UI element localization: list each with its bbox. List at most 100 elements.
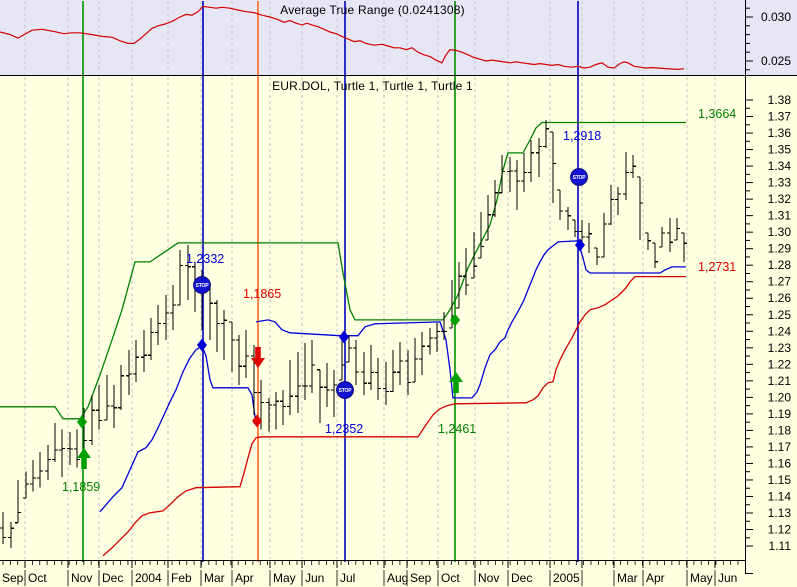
price-bar [681, 232, 687, 262]
price-bar [652, 242, 658, 268]
price-bar [185, 244, 191, 300]
buy-arrow-icon [77, 448, 91, 469]
price-bar [405, 349, 411, 395]
price-axis-label: 1.29 [768, 242, 792, 256]
price-axis-label: 1.36 [768, 126, 792, 140]
price-bar [133, 339, 139, 382]
price-bar [383, 361, 389, 405]
x-axis-label: Sep [410, 571, 432, 585]
price-bar [397, 341, 403, 385]
diamond-marker [339, 330, 349, 344]
price-axis-label: 1.30 [768, 225, 792, 239]
price-bar [236, 334, 242, 385]
x-axis-label: Sep [2, 571, 24, 585]
price-annotation: 1,2461 [438, 422, 476, 436]
price-bar [229, 321, 235, 372]
price-bar [390, 349, 396, 392]
price-bar [353, 339, 359, 385]
price-bar [594, 247, 600, 265]
price-bar [543, 119, 549, 148]
upper-channel-line [0, 121, 686, 420]
stop-sign-icon [336, 381, 354, 399]
price-bar [243, 329, 249, 378]
price-bar [536, 137, 542, 177]
x-axis-label: 2005 [553, 571, 580, 585]
price-bar [163, 294, 169, 340]
price-axis-label: 1.16 [768, 456, 792, 470]
price-bar [8, 521, 14, 548]
price-bar [141, 329, 147, 372]
price-bar [674, 217, 680, 241]
price-bar [287, 359, 293, 415]
price-bar [45, 444, 51, 480]
price-bar [521, 153, 527, 193]
atr-axis-label: 0.030 [761, 10, 791, 24]
x-axis-label: Apr [235, 571, 254, 585]
atr-line [0, 5, 685, 71]
price-bar [96, 384, 102, 430]
price-bar [59, 429, 65, 477]
price-bar [630, 155, 636, 178]
x-axis-label: Nov [71, 571, 92, 585]
price-bar [419, 331, 425, 375]
price-bar [148, 317, 154, 360]
price-axis-label: 1.15 [768, 473, 792, 487]
price-bar [368, 344, 374, 390]
price-bar [579, 219, 585, 242]
price-annotation: 1,3664 [698, 107, 736, 121]
x-axis-label: Nov [478, 571, 499, 585]
price-axis-label: 1.28 [768, 258, 792, 272]
price-bar [295, 351, 301, 413]
price-axis-label: 1.25 [768, 308, 792, 322]
price-bar [126, 349, 132, 395]
price-bar [118, 364, 124, 410]
price-bar [637, 176, 643, 240]
price-axis-label: 1.23 [768, 341, 792, 355]
price-bar [659, 226, 665, 248]
price-bar [565, 206, 571, 230]
x-axis-label: 2004 [135, 571, 162, 585]
price-bar [0, 511, 6, 544]
lower-channel-line [102, 275, 686, 557]
price-bar [507, 156, 513, 193]
stop-sign-text: STOP [573, 175, 587, 181]
stop-sign-icon [193, 276, 211, 294]
price-bar [214, 299, 220, 352]
price-axis-label: 1.27 [768, 275, 792, 289]
price-annotation: 1,2918 [563, 129, 601, 143]
price-bar [499, 155, 505, 194]
x-axis-label: Jun [718, 571, 737, 585]
x-axis-label: Aug [387, 571, 408, 585]
price-bar [478, 211, 484, 259]
price-axis-label: 1.37 [768, 110, 792, 124]
price-axis-label: 1.21 [768, 374, 792, 388]
atr-panel-bg[interactable] [0, 0, 797, 75]
price-axis-label: 1.11 [769, 539, 792, 553]
price-axis-label: 1.17 [768, 440, 792, 454]
price-bar [623, 152, 629, 200]
price-axis-label: 1.32 [768, 192, 792, 206]
price-bar [572, 219, 578, 237]
price-axis-label: 1.19 [768, 407, 792, 421]
price-bar [324, 362, 330, 407]
price-axis-label: 1.24 [768, 324, 792, 338]
price-bar [361, 351, 367, 395]
price-bar [586, 222, 592, 253]
price-bar [471, 231, 477, 279]
x-axis-label: Mar [617, 571, 638, 585]
price-bar [485, 194, 491, 241]
x-axis-label: Oct [28, 571, 47, 585]
atr-axis-label: 0.025 [761, 54, 791, 68]
price-axis-label: 1.12 [768, 523, 792, 537]
price-bar [266, 397, 272, 432]
price-bar [280, 389, 286, 425]
price-bar [177, 249, 183, 306]
x-axis-label: Oct [441, 571, 460, 585]
price-bar [302, 342, 308, 400]
price-bar [104, 374, 110, 421]
price-axis-label: 1.35 [768, 143, 792, 157]
price-bar [492, 179, 498, 217]
